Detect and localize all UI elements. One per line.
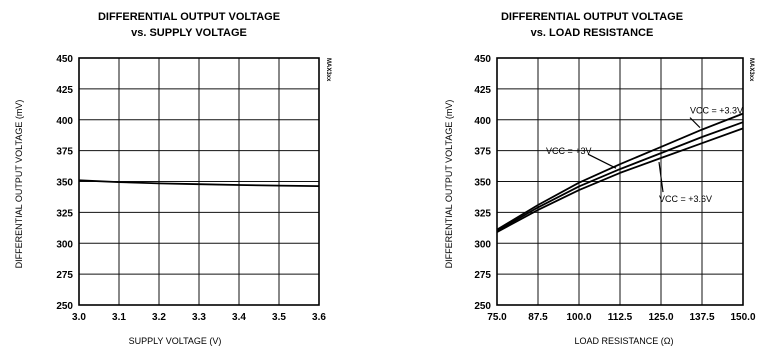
annotation-arrow xyxy=(587,153,617,169)
x-tick-label: 3.0 xyxy=(72,312,86,323)
annotation-label: VCC = +3.6V xyxy=(659,194,712,204)
x-tick-label: 100.0 xyxy=(566,312,591,323)
x-axis-label: SUPPLY VOLTAGE (V) xyxy=(129,336,222,346)
x-tick-label: 87.5 xyxy=(528,312,548,323)
y-tick-label: 275 xyxy=(474,270,491,281)
x-tick-label: 75.0 xyxy=(487,312,507,323)
chart-panel-load-resistance: DIFFERENTIAL OUTPUT VOLTAGE vs. LOAD RES… xyxy=(379,0,758,348)
plot-frame xyxy=(496,57,744,306)
side-label: MAX3xx xyxy=(325,58,331,82)
y-tick-label: 450 xyxy=(474,54,491,65)
chart-svg-supply-voltage: DIFFERENTIAL OUTPUT VOLTAGE vs. SUPPLY V… xyxy=(14,11,331,346)
chart-subtitle: vs. LOAD RESISTANCE xyxy=(531,27,654,39)
x-tick-label: 3.6 xyxy=(312,312,326,323)
series-line-2 xyxy=(496,121,744,232)
x-tick-label: 3.2 xyxy=(152,312,166,323)
annotation-label: VCC = +3V xyxy=(546,146,592,156)
y-tick-label: 425 xyxy=(56,85,73,96)
y-tick-label: 375 xyxy=(474,147,491,158)
y-tick-label: 375 xyxy=(56,147,73,158)
chart-panel-supply-voltage: DIFFERENTIAL OUTPUT VOLTAGE vs. SUPPLY V… xyxy=(14,11,331,346)
y-axis-label: DIFFERENTIAL OUTPUT VOLTAGE (mV) xyxy=(444,100,454,269)
chart-title: DIFFERENTIAL OUTPUT VOLTAGE xyxy=(98,11,280,23)
y-tick-label: 350 xyxy=(56,178,73,189)
chart-title: DIFFERENTIAL OUTPUT VOLTAGE xyxy=(501,11,683,23)
y-tick-label: 250 xyxy=(474,301,491,312)
side-label: MAX3xx xyxy=(748,58,754,82)
y-tick-label: 325 xyxy=(474,208,491,219)
series-line-1 xyxy=(78,179,320,187)
x-tick-label: 150.0 xyxy=(730,312,755,323)
annotation-arrow xyxy=(689,117,701,129)
chart-subtitle: vs. SUPPLY VOLTAGE xyxy=(131,27,247,39)
series-line-3 xyxy=(496,127,744,233)
y-axis-label: DIFFERENTIAL OUTPUT VOLTAGE (mV) xyxy=(14,100,24,269)
y-tick-label: 325 xyxy=(56,208,73,219)
y-tick-label: 450 xyxy=(56,54,73,65)
x-tick-label: 3.1 xyxy=(112,312,126,323)
x-tick-label: 112.5 xyxy=(608,312,633,323)
y-tick-label: 275 xyxy=(56,270,73,281)
y-tick-label: 300 xyxy=(474,239,491,250)
x-axis-label: LOAD RESISTANCE (Ω) xyxy=(574,336,673,346)
plot-area: 75.0 87.5 100.0 112.5 125.0 137.5 150.0 250 275 3… xyxy=(474,54,756,323)
x-tick-label: 3.4 xyxy=(232,312,246,323)
plot-frame xyxy=(78,57,320,306)
y-tick-label: 400 xyxy=(56,116,73,127)
y-tick-label: 350 xyxy=(474,178,491,189)
series-line-1 xyxy=(496,112,744,231)
chart-svg-load-resistance: DIFFERENTIAL OUTPUT VOLTAGE vs. LOAD RES… xyxy=(444,11,756,346)
plot-area: 3.0 3.1 3.2 3.3 3.4 3.5 3.6 250 275 300 325 350 375 4… xyxy=(56,54,326,323)
x-tick-label: 3.5 xyxy=(272,312,286,323)
y-tick-label: 250 xyxy=(56,301,73,312)
x-tick-label: 125.0 xyxy=(648,312,673,323)
annotation-arrow xyxy=(658,161,664,193)
y-tick-label: 425 xyxy=(474,85,491,96)
x-tick-label: 3.3 xyxy=(192,312,206,323)
y-tick-label: 400 xyxy=(474,116,491,127)
annotation-label: VCC = +3.3V xyxy=(690,106,743,116)
x-tick-label: 137.5 xyxy=(689,312,714,323)
y-tick-label: 300 xyxy=(56,239,73,250)
